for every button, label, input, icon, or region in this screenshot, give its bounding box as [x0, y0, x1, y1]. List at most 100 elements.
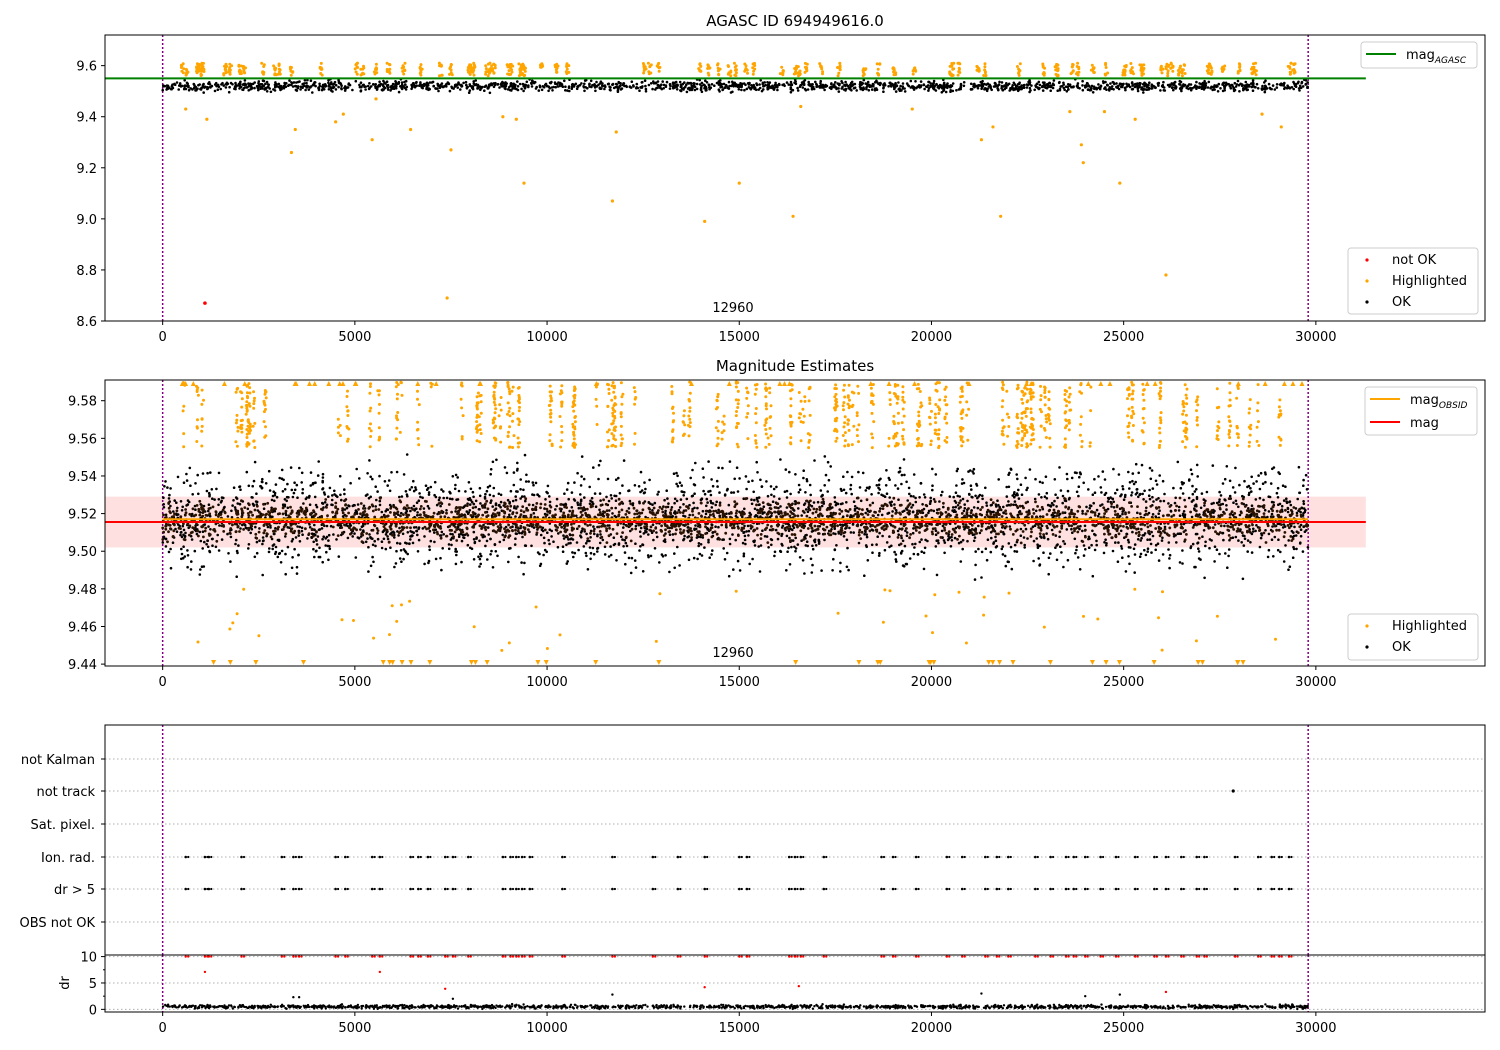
estimate-ok-point [208, 550, 212, 554]
estimate-ok-point [911, 510, 915, 513]
estimate-ok-point [531, 493, 534, 496]
ok-point [1138, 83, 1142, 87]
estimate-ok-point [232, 486, 236, 490]
estimate-ok-point [579, 493, 582, 496]
estimate-ok-point [804, 491, 807, 494]
ok-point [850, 89, 853, 92]
estimate-ok-point [1133, 553, 1137, 556]
estimate-ok-point [1176, 460, 1180, 464]
estimate-ok-point [366, 472, 369, 475]
estimate-ok-point [466, 512, 470, 515]
estimate-ok-point [519, 488, 522, 491]
estimate-ok-point [532, 483, 535, 487]
highlighted-point [1171, 64, 1175, 68]
estimate-ok-point [871, 501, 875, 505]
ok-point [1150, 87, 1153, 90]
estimate-ok-point [940, 529, 944, 533]
estimate-ok-point [1097, 475, 1100, 478]
estimate-ok-point [789, 492, 792, 496]
ok-point [269, 90, 273, 94]
ok-point [170, 84, 174, 88]
estimate-ok-point [864, 530, 867, 534]
estimate-ok-point [1250, 551, 1254, 554]
estimate-ok-point [417, 538, 421, 542]
estimate-ok-point [331, 494, 334, 497]
estimate-ok-point [199, 568, 202, 571]
ok-point [614, 82, 618, 86]
estimate-ok-point [1160, 539, 1164, 542]
estimate-ok-point [878, 531, 881, 535]
ok-point [1001, 88, 1005, 92]
ok-point [318, 82, 321, 86]
ok-point [303, 82, 306, 85]
estimate-ok-point [743, 538, 747, 542]
ok-point [705, 81, 709, 84]
estimate-ok-point [1191, 542, 1195, 546]
estimate-ok-point [440, 530, 444, 534]
ok-point [364, 88, 367, 91]
estimate-ok-point [707, 460, 710, 463]
highlighted-point [1166, 74, 1170, 78]
estimate-ok-point [905, 562, 909, 566]
estimate-ok-point [576, 471, 579, 475]
highlighted-legend-label: Highlighted [1392, 274, 1467, 289]
ok-point [686, 81, 689, 85]
estimate-ok-point [1106, 500, 1110, 503]
ok-point [1040, 85, 1044, 89]
estimate-ok-point [985, 504, 989, 507]
estimate-ok-point [701, 509, 705, 513]
ok-point [951, 89, 955, 93]
highlighted-outlier-point [999, 214, 1003, 218]
highlighted-outlier-point [979, 138, 984, 142]
estimate-ok-point [308, 526, 312, 529]
estimate-ok-point [746, 524, 750, 528]
estimate-ok-point [274, 550, 278, 554]
ok-point [661, 80, 664, 83]
ok-point [789, 80, 793, 84]
estimate-ok-point [390, 471, 393, 474]
estimate-ok-point [298, 540, 302, 543]
ok-point [931, 82, 935, 85]
ok-point [893, 86, 897, 89]
ok-point [302, 84, 306, 88]
estimate-ok-point [671, 515, 674, 518]
estimate-ok-point [1082, 481, 1085, 485]
estimate-ok-point [786, 550, 789, 553]
ok-point [802, 82, 806, 85]
estimate-ok-point [760, 485, 764, 488]
ok-point [1142, 91, 1145, 94]
estimate-ok-point [1003, 554, 1007, 558]
ok-point [715, 81, 719, 85]
estimate-ok-point [412, 504, 416, 508]
highlighted-point [484, 67, 488, 71]
estimate-ok-point [579, 535, 583, 539]
estimate-ok-point [1127, 541, 1131, 544]
estimate-ok-point [189, 568, 193, 571]
estimate-ok-point [614, 515, 618, 519]
estimate-ok-point [662, 505, 665, 508]
estimate-ok-point [1130, 494, 1133, 497]
estimate-ok-point [185, 479, 189, 482]
estimate-ok-point [687, 558, 691, 562]
ok-point [589, 79, 593, 83]
ok-point [369, 85, 373, 88]
ok-point [314, 84, 317, 88]
highlighted-point [260, 61, 264, 65]
ok-point [766, 81, 769, 84]
ok-point [340, 87, 343, 91]
estimate-ok-point [509, 489, 513, 493]
ok-point [513, 85, 517, 89]
estimate-ok-point [1077, 494, 1080, 498]
ok-point [400, 81, 404, 84]
estimate-ok-point [479, 552, 482, 556]
ok-point [1106, 83, 1109, 87]
estimate-ok-point [188, 466, 192, 470]
ok-point [200, 86, 204, 89]
ok-point [313, 81, 317, 84]
highlighted-point [1076, 61, 1080, 65]
ok-point [165, 84, 169, 87]
ok-point [397, 90, 401, 94]
ok-point [977, 84, 981, 87]
estimate-ok-point [1081, 509, 1084, 513]
ok-point [942, 89, 945, 93]
